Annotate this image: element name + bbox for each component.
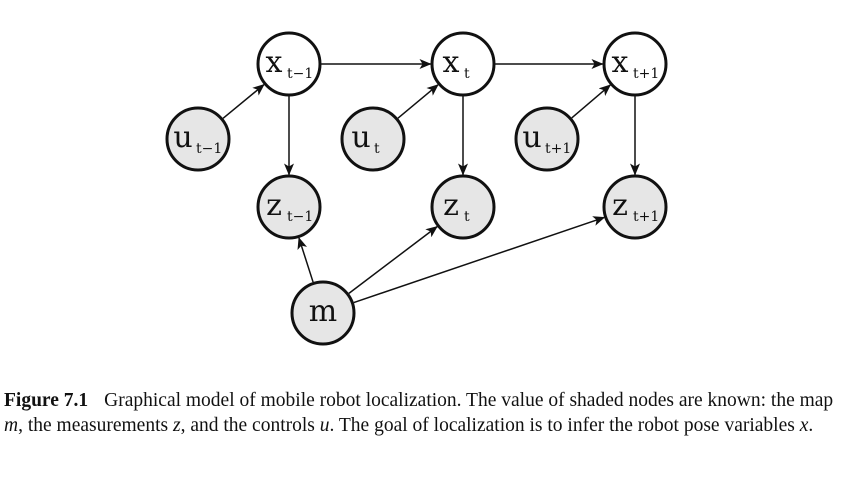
node-circle xyxy=(602,174,668,240)
caption-var-u: u xyxy=(319,415,330,436)
caption-text-5: . xyxy=(808,415,814,436)
node-label: z xyxy=(266,188,282,223)
node-u-next: u t+1 xyxy=(514,106,580,172)
node-label: z xyxy=(612,188,628,223)
node-label: x xyxy=(612,45,629,80)
node-circle xyxy=(430,31,496,97)
node-label: m xyxy=(309,294,337,329)
node-circle xyxy=(256,174,322,240)
node-subscript: t+1 xyxy=(633,66,659,82)
node-z-prev: z t−1 xyxy=(256,174,322,240)
node-z-next: z t+1 xyxy=(602,174,668,240)
node-circle xyxy=(290,280,356,346)
edge-u-t-to-x-t xyxy=(397,84,439,119)
node-circle xyxy=(165,106,231,172)
caption-text-2: , the measurements xyxy=(18,415,173,436)
node-label: x xyxy=(443,45,460,80)
edge-m-to-z-t xyxy=(348,226,438,294)
node-circle xyxy=(430,174,496,240)
node-u-prev: u t−1 xyxy=(165,106,231,172)
edge-m-to-z-prev xyxy=(297,236,314,283)
node-subscript: t−1 xyxy=(287,66,313,82)
node-subscript: t−1 xyxy=(196,141,222,157)
figure-label: Figure 7.1 xyxy=(4,390,89,411)
edges xyxy=(222,59,640,304)
node-m: m xyxy=(290,280,356,346)
node-subscript: t xyxy=(374,141,380,157)
node-x-next: x t+1 xyxy=(602,31,668,97)
caption-var-x: x xyxy=(799,415,809,436)
node-label: u xyxy=(522,120,541,155)
nodes: x t−1 x t x t+1u t−1 u t u t+1z t−1 z t z t+1m xyxy=(165,31,668,346)
node-label: z xyxy=(443,188,459,223)
node-label: x xyxy=(266,45,283,80)
caption-var-z: z xyxy=(172,415,181,436)
caption-text-1: Graphical model of mobile robot localiza… xyxy=(104,390,834,411)
figure-caption: Figure 7.1 Graphical model of mobile robo… xyxy=(4,388,840,438)
edge-m-to-z-next xyxy=(353,216,606,304)
caption-var-m: m xyxy=(4,415,19,436)
node-circle xyxy=(256,31,322,97)
node-subscript: t xyxy=(464,209,470,225)
node-x-prev: x t−1 xyxy=(256,31,322,97)
node-circle xyxy=(514,106,580,172)
node-circle xyxy=(340,106,406,172)
node-label: u xyxy=(173,120,192,155)
node-circle xyxy=(602,31,668,97)
node-subscript: t+1 xyxy=(633,209,659,225)
caption-text-4: . The goal of localization is to infer t… xyxy=(329,415,800,436)
node-subscript: t+1 xyxy=(545,141,571,157)
node-subscript: t−1 xyxy=(287,209,313,225)
node-subscript: t xyxy=(464,66,470,82)
edge-u-prev-to-x-prev xyxy=(222,84,265,119)
edge-u-next-to-x-next xyxy=(571,84,612,119)
graphical-model-diagram: x t−1 x t x t+1u t−1 u t u t+1z t−1 z t z t+1m xyxy=(165,31,668,346)
node-label: u xyxy=(351,120,370,155)
caption-text-3: , and the controls xyxy=(180,415,320,436)
